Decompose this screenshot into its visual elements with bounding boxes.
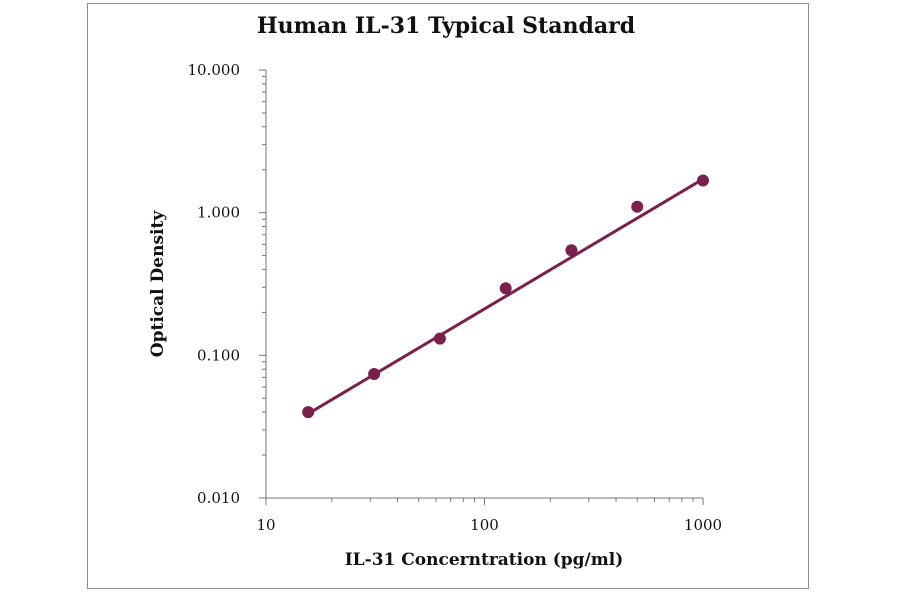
x-axis-label: IL-31 Concerntration (pg/ml) [345,550,624,570]
data-point [499,282,512,295]
chart-frame [87,3,809,589]
data-point [368,367,381,380]
y-tick-label: 0.100 [197,346,240,364]
trendline [306,177,705,416]
data-point [565,244,578,257]
y-tick-label: 1.000 [197,204,240,222]
x-tick-label: 10 [256,516,275,534]
x-tick-label: 100 [470,516,499,534]
data-point [433,332,446,345]
data-point [697,174,709,187]
axes: 10.000 1.000 0.100 0.010 10 100 1000 [188,61,723,534]
data-point [631,200,644,213]
y-tick-label: 0.010 [197,489,240,507]
x-tick-label: 1000 [684,516,722,534]
data-points-layer [302,174,709,419]
y-axis-label: Optical Density [148,210,168,358]
data-point [302,406,315,419]
y-tick-label: 10.000 [188,61,241,79]
chart-title: Human IL-31 Typical Standard [257,13,635,39]
trendline-layer [306,177,705,416]
